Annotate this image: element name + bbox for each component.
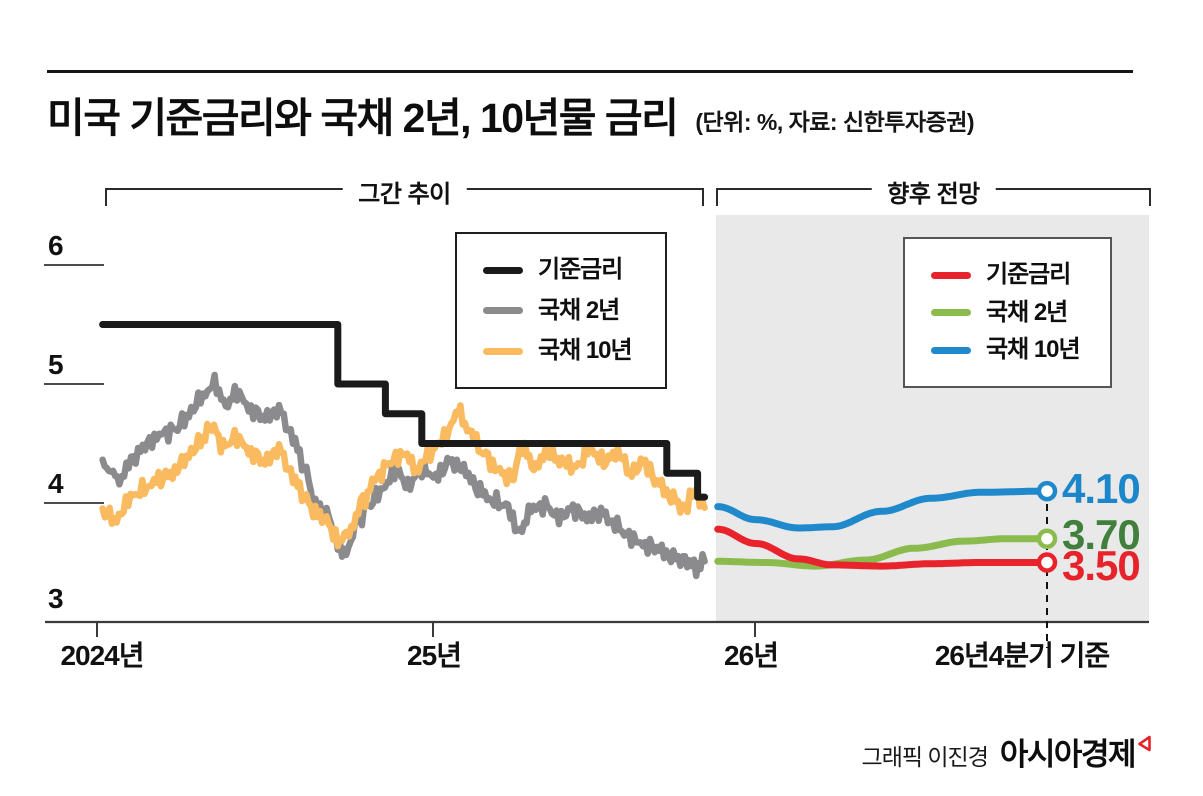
page-subtitle: (단위: %, 자료: 신한투자증권) — [695, 109, 975, 135]
top-rule — [47, 70, 1133, 73]
legend-label: 기준금리 — [538, 256, 623, 283]
section-label-history: 그간 추이 — [342, 174, 467, 209]
value-label-base-rate: 3.50 — [1062, 542, 1141, 589]
legend-item-base-rate: 기준금리 — [931, 263, 1110, 287]
section-bracket-history: 그간 추이 — [105, 174, 704, 209]
header: 미국 기준금리와 국채 2년, 10년물 금리 (단위: %, 자료: 신한투자증… — [47, 84, 1167, 144]
brand-logo: 아시아경제 — [999, 737, 1137, 772]
treasury-2yr-line-swatch-icon — [483, 307, 523, 314]
y-axis-label-4: 4 — [48, 468, 64, 499]
x-axis-label-26: 26년 — [724, 640, 779, 671]
legend-item-2yr: 국채 2년 — [931, 298, 1110, 326]
y-axis-label-3: 3 — [48, 583, 64, 614]
y-axis-label-5: 5 — [48, 349, 64, 380]
section-bracket-forecast: 향후 전망 — [716, 174, 1151, 209]
value-label-10yr: 4.10 — [1062, 465, 1141, 512]
y-axis-label-6: 6 — [48, 230, 64, 261]
history-line-treasury-2yr — [99, 371, 708, 580]
legend-label: 국채 10년 — [986, 336, 1081, 363]
footer: 그래픽 이진경 아시아경제 — [862, 729, 1152, 774]
brand-mark-icon — [1137, 735, 1152, 758]
legend-item-2yr: 국채 2년 — [483, 296, 665, 324]
x-axis-label-26q4: 26년4분기 기준 — [934, 640, 1110, 671]
legend-item-10yr: 국채 10년 — [483, 339, 665, 363]
treasury-2yr-line-swatch-icon — [931, 309, 971, 316]
legend-label: 국채 10년 — [538, 337, 633, 364]
legend-label: 국채 2년 — [986, 298, 1068, 326]
history-line-treasury-10yr — [99, 402, 708, 550]
treasury-10yr-line-swatch-icon — [931, 346, 971, 354]
legend-forecast: 기준금리 국채 2년 국채 10년 — [903, 237, 1112, 388]
section-label-forecast: 향후 전망 — [871, 174, 996, 209]
x-axis-label-25: 25년 — [407, 640, 462, 671]
base-rate-line-swatch-icon — [483, 266, 523, 274]
legend-item-10yr: 국채 10년 — [931, 338, 1110, 362]
legend-label: 국채 2년 — [538, 296, 620, 324]
graphic-credit: 그래픽 이진경 — [861, 744, 989, 770]
base-rate-line-swatch-icon — [931, 271, 971, 279]
value-label-2yr: 3.70 — [1062, 511, 1141, 558]
legend-item-base-rate: 기준금리 — [483, 258, 665, 282]
legend-history: 기준금리 국채 2년 국채 10년 — [455, 232, 667, 389]
legend-label: 기준금리 — [986, 261, 1071, 288]
page-title: 미국 기준금리와 국채 2년, 10년물 금리 — [47, 95, 679, 141]
treasury-10yr-line-swatch-icon — [483, 347, 523, 355]
x-axis-label-2024: 2024년 — [60, 640, 144, 671]
